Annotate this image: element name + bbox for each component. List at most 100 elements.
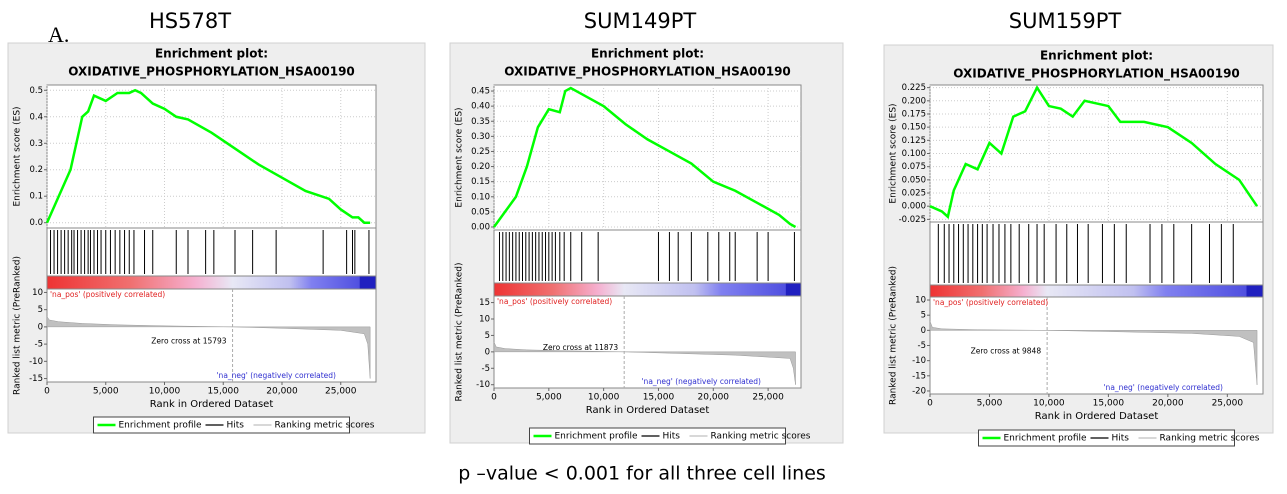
neg-label: 'na_neg' (negatively correlated) [1104,383,1224,392]
y-tick-label: 0.00 [471,222,490,232]
y2-tick-label: 0 [921,326,926,336]
enrichment-profile [929,85,1259,220]
y-tick-label: 0.10 [471,192,490,202]
chart-title: Enrichment plot: [155,47,268,61]
y2-tick-label: -15 [29,374,43,384]
legend-label: Hits [1112,434,1130,444]
panel-label: HS578T [149,9,231,33]
hits-area [929,221,1264,286]
x-tick-label: 10,000 [588,393,620,403]
x-tick-label: 0 [491,393,497,403]
legend-label: Hits [663,432,681,442]
zero-cross-text: Zero cross at [543,343,592,352]
legend-label: Ranking metric scores [1160,434,1260,444]
y-tick-label: 0.075 [902,162,926,172]
y-tick-label: 0.20 [471,162,490,172]
x-tick-label: 15,000 [1093,399,1125,409]
y2-tick-label: 10 [32,288,43,298]
es-plot-area [46,84,377,229]
legend-label: Hits [227,421,245,431]
x-axis-label: Rank in Ordered Dataset [586,405,710,416]
y-tick-label: 0.025 [902,189,926,199]
zero-cross-text: Zero cross at [151,337,200,346]
y-tick-label: 0.125 [902,136,926,146]
y-tick-label: 0.4 [29,112,43,122]
y-tick-label: 0.25 [471,147,490,157]
x-tick-label: 5,000 [977,399,1003,409]
metric-area [929,296,1264,395]
y-tick-label: 0.200 [902,96,926,106]
x-tick-label: 15,000 [643,393,675,403]
footnote: p –value < 0.001 for all three cell line… [458,463,826,485]
y2-tick-label: -10 [476,380,490,390]
neg-label: 'na_neg' (negatively correlated) [642,377,762,386]
legend-label: Ranking metric scores [711,432,811,442]
y2-tick-label: 10 [915,296,926,306]
y2-tick-label: 10 [479,315,490,325]
chart-title: OXIDATIVE_PHOSPHORYLATION_HSA00190 [68,65,355,80]
y2-tick-label: 0 [485,347,490,357]
y-tick-label: 0.05 [471,207,490,217]
legend-label: Enrichment profile [1004,434,1088,444]
x-tick-label: 5,000 [536,393,562,403]
y2-tick-label: -10 [912,356,926,366]
metric-area [493,295,802,389]
y-tick-label: 0.225 [902,83,926,93]
y2-tick-label: 5 [38,305,43,315]
zero-cross-label: Zero cross at 9848 [971,347,1042,356]
zero-cross-label: Zero cross at 11873 [543,343,618,352]
y2-tick-label: 0 [38,322,43,332]
zero-cross-value: 9848 [1022,347,1041,356]
y2-tick-label: -15 [912,371,926,381]
zero-cross-value: 11873 [594,343,618,352]
y-tick-label: 0.000 [902,202,926,212]
y-tick-label: 0.150 [902,123,926,133]
x-tick-label: 10,000 [149,387,181,397]
enrichment-profile [492,86,797,229]
es-plot-area [493,84,802,231]
zero-cross-text: Zero cross at [971,347,1020,356]
legend-label: Ranking metric scores [275,421,375,431]
y2-axis-label: Ranked list metric (PreRanked) [455,263,465,402]
ranking-metric [929,321,1258,385]
zero-cross-label: Zero cross at 15793 [151,337,226,346]
y-tick-label: 0.35 [471,117,490,127]
y-tick-label: 0.15 [471,177,490,187]
y-tick-label: 0.0 [29,218,43,228]
es-plot-area [929,84,1264,223]
y-tick-label: 0.1 [29,192,43,202]
hits-area [46,227,377,277]
y2-tick-label: -5 [482,364,490,374]
y-axis-label: Enrichment score (ES) [889,103,899,203]
y-tick-label: 0.175 [902,109,926,119]
y2-tick-label: -20 [912,386,926,396]
ranking-metric [493,341,796,385]
y-tick-label: 0.45 [471,87,490,97]
pos-label: 'na_pos' (positively correlated) [50,290,165,299]
legend-label: Enrichment profile [119,421,203,431]
panel-label: SUM149PT [584,9,697,33]
x-tick-label: 25,000 [1212,399,1244,409]
chart-title: OXIDATIVE_PHOSPHORYLATION_HSA00190 [953,67,1240,82]
y-tick-label: 0.30 [471,132,490,142]
chart-title: OXIDATIVE_PHOSPHORYLATION_HSA00190 [504,65,791,80]
x-axis-label: Rank in Ordered Dataset [150,399,274,410]
chart-title: Enrichment plot: [1040,49,1153,63]
x-tick-label: 20,000 [1152,399,1184,409]
y-tick-label: 0.3 [29,139,43,149]
y2-tick-label: -10 [29,357,43,367]
chart-title: Enrichment plot: [591,47,704,61]
y-tick-label: -0.025 [899,215,926,225]
y2-tick-label: 15 [479,298,490,308]
y-tick-label: 0.050 [902,175,926,185]
color-bar [929,284,1264,298]
enrichment-profile [45,88,371,224]
y2-tick-label: 5 [485,331,490,341]
x-tick-label: 25,000 [752,393,784,403]
zero-cross-value: 15793 [203,337,227,346]
y2-axis-label: Ranked list metric (PreRanked) [889,266,899,405]
x-tick-label: 0 [44,387,50,397]
y2-tick-label: -5 [35,340,43,350]
